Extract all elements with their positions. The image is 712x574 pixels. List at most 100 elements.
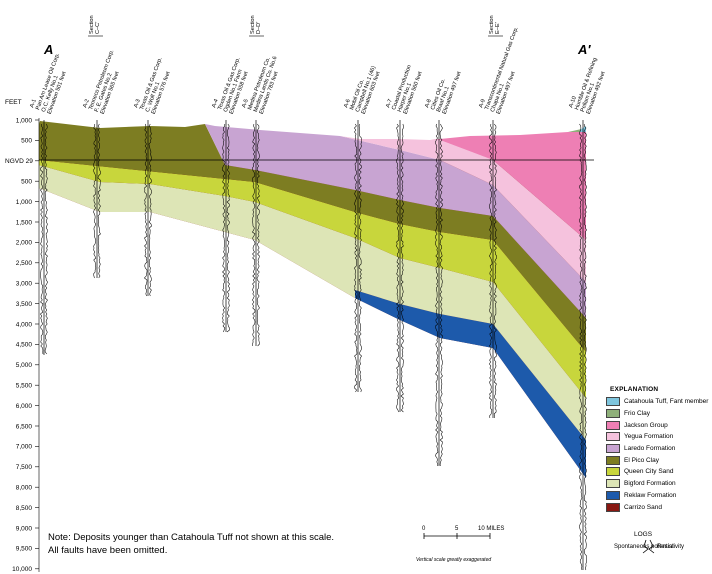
sp-log-trace xyxy=(40,123,44,355)
y-tick-label: 500 xyxy=(21,138,32,145)
resistivity-log-trace xyxy=(44,123,48,355)
log-key: LOGS Spontaneous potential Resistivity xyxy=(614,531,684,554)
y-tick-label: 8,500 xyxy=(16,505,33,512)
y-tick-label: 5,000 xyxy=(16,362,33,369)
y-tick-label: 2,000 xyxy=(16,240,33,247)
legend-swatch xyxy=(606,479,620,489)
legend-label: Catahoula Tuff, Fant member xyxy=(624,398,709,406)
yegua-formation-layer xyxy=(340,136,586,282)
y-tick-label: 6,500 xyxy=(16,423,33,430)
resistivity-log-trace xyxy=(97,123,101,279)
legend-item: Queen City Sand xyxy=(606,466,710,478)
y-tick-label: 6,000 xyxy=(16,403,33,410)
y-tick-label: 2,500 xyxy=(16,260,33,267)
strata-layers xyxy=(39,121,586,478)
legend-item: Bigford Formation xyxy=(606,478,710,490)
well-label: A-7Coastal ProductionHarper No.1Elevatio… xyxy=(385,62,424,115)
resistivity-log-trace xyxy=(256,123,260,347)
section-marker-label: SectionC–C′ xyxy=(89,15,101,34)
legend-label: Yegua Formation xyxy=(624,433,674,441)
legend-title: EXPLANATION xyxy=(610,386,659,393)
log-key-title: LOGS xyxy=(634,531,653,538)
legend-swatch xyxy=(606,502,620,512)
legend-label: Frio Clay xyxy=(624,410,651,418)
sp-log-trace xyxy=(143,123,148,297)
sp-curve-icon xyxy=(642,539,649,554)
well-label: A-5Medina Petroleum Co.Medina Lands Co. … xyxy=(241,51,284,115)
y-tick-label: 10,000 xyxy=(12,566,32,573)
sp-log-trace xyxy=(395,123,400,413)
scale-label-10: 10 MILES xyxy=(478,526,504,532)
legend-item: Laredo Formation xyxy=(606,443,710,455)
legend-label: Queen City Sand xyxy=(624,468,674,476)
resistivity-log-trace xyxy=(400,123,404,413)
resistivity-curve-icon xyxy=(648,539,655,554)
queen-city-sand-layer xyxy=(39,160,586,398)
legend-swatch xyxy=(606,420,620,430)
log-key-resistivity-label: Resistivity xyxy=(657,544,684,550)
sp-log-trace xyxy=(93,123,97,279)
well-label: A-10Humble Oil & RefiningPellam No.1Elev… xyxy=(568,55,610,115)
resistivity-log-trace xyxy=(493,123,497,419)
sp-log-trace xyxy=(252,123,256,347)
legend-label: Reklaw Formation xyxy=(624,491,677,499)
legend-swatch xyxy=(606,397,620,407)
legend-swatch xyxy=(606,467,620,477)
y-tick-label: 4,000 xyxy=(16,321,33,328)
resistivity-log-trace xyxy=(358,123,362,393)
sp-log-trace xyxy=(435,123,439,467)
y-tick-label: 4,500 xyxy=(16,342,33,349)
note-line-2: All faults have been omitted. xyxy=(48,545,168,556)
scale-label-5: 5 xyxy=(455,526,459,532)
sp-log-trace xyxy=(579,123,583,571)
legend-swatch xyxy=(606,455,620,465)
datum-label: NGVD 29 xyxy=(5,158,33,165)
y-tick-label: 3,500 xyxy=(16,301,33,308)
resistivity-log-trace xyxy=(148,123,152,297)
jackson-group-layer xyxy=(430,132,586,240)
y-tick-label: 3,000 xyxy=(16,281,33,288)
diagram-note: Note: Deposits younger than Catahoula Tu… xyxy=(48,531,334,557)
legend-item: Carrizo Sand xyxy=(606,501,710,513)
y-tick-label: 9,000 xyxy=(16,525,33,532)
resistivity-log-trace xyxy=(226,123,230,333)
y-tick-label: 9,500 xyxy=(16,546,33,553)
sp-log-trace xyxy=(222,123,226,333)
well-label: A-9Transcontinental Natural Gas Corp.Cha… xyxy=(478,24,531,115)
sp-log-trace xyxy=(489,123,493,419)
scale-label-0: 0 xyxy=(422,526,426,532)
bigford-formation-layer xyxy=(39,160,586,440)
legend-item: Yegua Formation xyxy=(606,431,710,443)
legend-item: El Pico Clay xyxy=(606,454,710,466)
resistivity-log-trace xyxy=(583,123,587,571)
scale-caption: Vertical scale greatly exaggerated xyxy=(416,557,492,563)
explanation-legend: EXPLANATION Catahoula Tuff, Fant member F… xyxy=(606,386,710,513)
well-label: A-6Mobil Oil Co.Campbell No.1 (46)Elevat… xyxy=(343,61,383,115)
axis-unit-label: FEET xyxy=(5,99,22,106)
log-key-sp-label: Spontaneous potential xyxy=(614,544,674,550)
well-label: A-8Cities Oil Co.Braaf No.1Elevation 497… xyxy=(424,64,463,115)
laredo-formation-layer xyxy=(205,124,586,318)
note-line-1: Note: Deposits younger than Catahoula Tu… xyxy=(48,532,335,543)
section-marker-label: SectionE–E′ xyxy=(489,15,501,34)
section-marker-label: SectionD–D′ xyxy=(250,15,262,34)
legend-item: Frio Clay xyxy=(606,408,710,420)
y-tick-label: 7,000 xyxy=(16,444,33,451)
legend-swatch xyxy=(606,409,620,419)
y-tick-label: 7,500 xyxy=(16,464,33,471)
legend-label: Carrizo Sand xyxy=(624,503,662,511)
section-end-label: A′ xyxy=(577,42,591,57)
y-tick-label: 1,000 xyxy=(16,199,33,206)
legend-item: Jackson Group xyxy=(606,419,710,431)
resistivity-log-trace xyxy=(439,123,444,467)
depth-axis: FEET NGVD 29 xyxy=(5,99,40,572)
section-start-label: A xyxy=(43,42,53,57)
well-label: A-2Tenneco Petroleum Corp.F. E. Gates No… xyxy=(82,47,127,115)
reklaw-formation-layer xyxy=(355,290,586,478)
y-tick-label: 1,000 xyxy=(16,117,33,124)
legend-swatch xyxy=(606,490,620,500)
well-label: A-1Pan Am Lease Oil Corp.O.C. Kelly No.1… xyxy=(29,50,73,115)
y-tick-label: 8,000 xyxy=(16,485,33,492)
legend-swatch xyxy=(606,432,620,442)
